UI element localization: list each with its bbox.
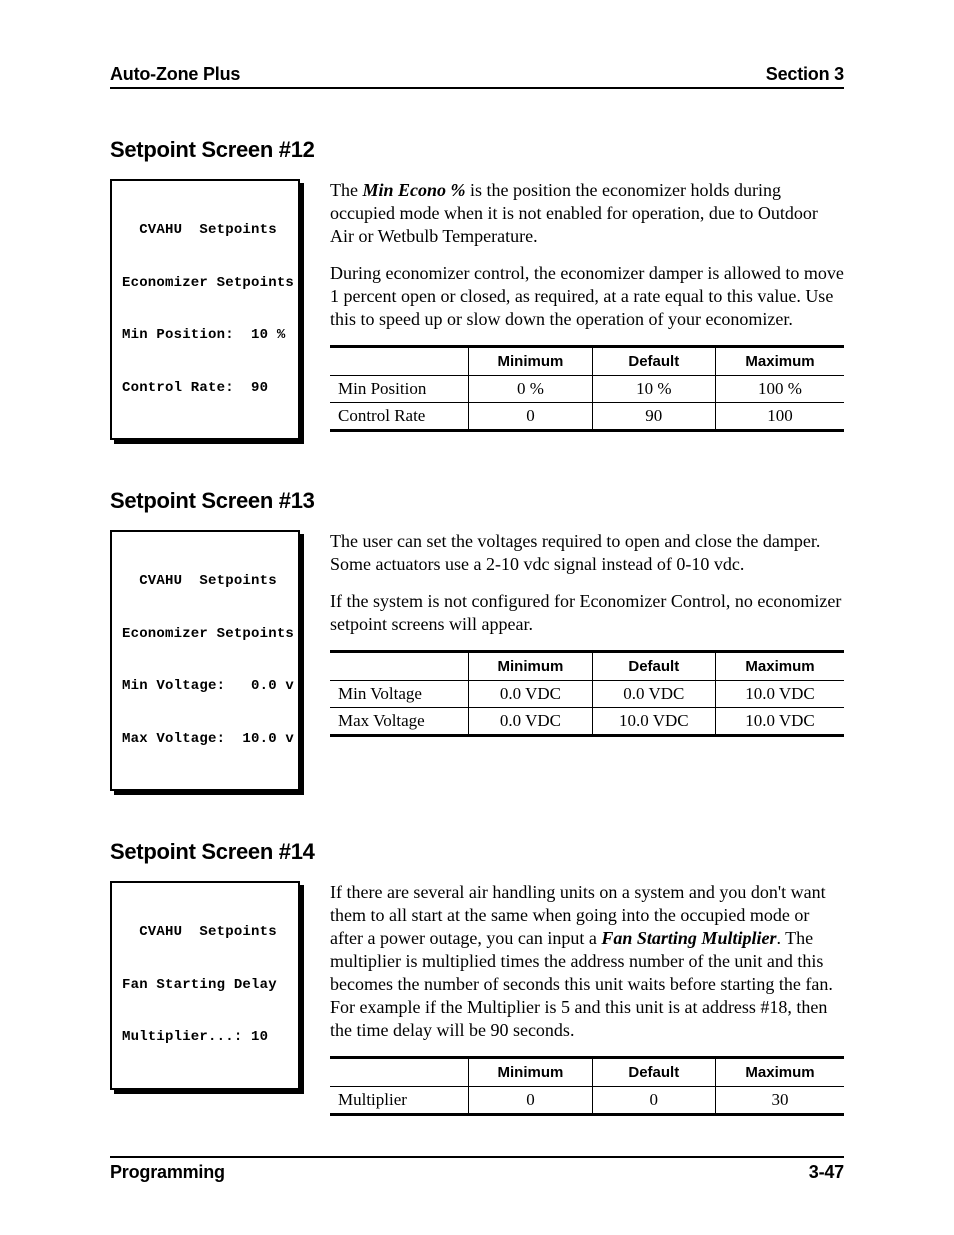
cell-max: 10.0 VDC — [715, 708, 844, 736]
section-title: Setpoint Screen #12 — [110, 137, 844, 163]
text-column: If there are several air handling units … — [330, 881, 844, 1116]
table-header-spacer — [330, 347, 469, 376]
cell-default: 0 — [592, 1087, 715, 1115]
row-label: Min Position — [330, 376, 469, 403]
paragraph: The Min Econo % is the position the econ… — [330, 179, 844, 248]
lcd-line: Control Rate: 90 — [122, 380, 288, 398]
lcd-display: CVAHU Setpoints Economizer Setpoints Min… — [110, 179, 300, 440]
lcd-line: CVAHU Setpoints — [122, 573, 288, 591]
limits-table: Minimum Default Maximum Multiplier 0 0 3… — [330, 1056, 844, 1116]
table-header-default: Default — [592, 347, 715, 376]
header-right: Section 3 — [766, 64, 844, 85]
section-title: Setpoint Screen #13 — [110, 488, 844, 514]
lcd-line: Min Position: 10 % — [122, 327, 288, 345]
term: Min Econo % — [362, 180, 465, 200]
lcd-column: CVAHU Setpoints Economizer Setpoints Min… — [110, 530, 300, 791]
section-body: CVAHU Setpoints Economizer Setpoints Min… — [110, 179, 844, 440]
table-header-min: Minimum — [469, 652, 592, 681]
section-screen-13: Setpoint Screen #13 CVAHU Setpoints Econ… — [110, 488, 844, 791]
lcd-line: Economizer Setpoints — [122, 626, 288, 644]
lcd-line: CVAHU Setpoints — [122, 924, 288, 942]
header-left: Auto-Zone Plus — [110, 64, 240, 85]
cell-default: 10.0 VDC — [592, 708, 715, 736]
paragraph: The user can set the voltages required t… — [330, 530, 844, 576]
lcd-line: Fan Starting Delay — [122, 977, 288, 995]
lcd-line: CVAHU Setpoints — [122, 222, 288, 240]
section-body: CVAHU Setpoints Economizer Setpoints Min… — [110, 530, 844, 791]
table-header-spacer — [330, 1058, 469, 1087]
section-screen-12: Setpoint Screen #12 CVAHU Setpoints Econ… — [110, 137, 844, 440]
table-row: Min Position 0 % 10 % 100 % — [330, 376, 844, 403]
table-header-min: Minimum — [469, 347, 592, 376]
running-footer: Programming 3-47 — [110, 1156, 844, 1183]
table-header-default: Default — [592, 1058, 715, 1087]
footer-left: Programming — [110, 1162, 225, 1183]
table-header-spacer — [330, 652, 469, 681]
document-page: Auto-Zone Plus Section 3 Setpoint Screen… — [0, 0, 954, 1235]
paragraph: If there are several air handling units … — [330, 881, 844, 1042]
section-body: CVAHU Setpoints Fan Starting Delay Multi… — [110, 881, 844, 1116]
cell-min: 0 — [469, 1087, 592, 1115]
cell-min: 0 % — [469, 376, 592, 403]
text: The — [330, 180, 362, 200]
section-screen-14: Setpoint Screen #14 CVAHU Setpoints Fan … — [110, 839, 844, 1116]
table-row: Max Voltage 0.0 VDC 10.0 VDC 10.0 VDC — [330, 708, 844, 736]
running-header: Auto-Zone Plus Section 3 — [110, 64, 844, 89]
cell-min: 0.0 VDC — [469, 681, 592, 708]
table-header-max: Maximum — [715, 652, 844, 681]
cell-max: 30 — [715, 1087, 844, 1115]
row-label: Multiplier — [330, 1087, 469, 1115]
paragraph: During economizer control, the economize… — [330, 262, 844, 331]
table-row: Multiplier 0 0 30 — [330, 1087, 844, 1115]
lcd-line: Economizer Setpoints — [122, 275, 288, 293]
lcd-column: CVAHU Setpoints Fan Starting Delay Multi… — [110, 881, 300, 1090]
table-header-min: Minimum — [469, 1058, 592, 1087]
table-row: Min Voltage 0.0 VDC 0.0 VDC 10.0 VDC — [330, 681, 844, 708]
text-column: The user can set the voltages required t… — [330, 530, 844, 737]
footer-right: 3-47 — [809, 1162, 844, 1183]
table-header-default: Default — [592, 652, 715, 681]
row-label: Max Voltage — [330, 708, 469, 736]
term: Fan Starting Multiplier — [601, 928, 776, 948]
table-header-max: Maximum — [715, 1058, 844, 1087]
cell-default: 0.0 VDC — [592, 681, 715, 708]
limits-table: Minimum Default Maximum Min Position 0 %… — [330, 345, 844, 432]
cell-default: 10 % — [592, 376, 715, 403]
cell-max: 100 — [715, 403, 844, 431]
section-title: Setpoint Screen #14 — [110, 839, 844, 865]
lcd-line: Min Voltage: 0.0 v — [122, 678, 288, 696]
cell-default: 90 — [592, 403, 715, 431]
table-header-max: Maximum — [715, 347, 844, 376]
cell-min: 0 — [469, 403, 592, 431]
text-column: The Min Econo % is the position the econ… — [330, 179, 844, 432]
table-header-row: Minimum Default Maximum — [330, 652, 844, 681]
paragraph: If the system is not configured for Econ… — [330, 590, 844, 636]
lcd-line: Max Voltage: 10.0 v — [122, 731, 288, 749]
cell-max: 10.0 VDC — [715, 681, 844, 708]
lcd-display: CVAHU Setpoints Economizer Setpoints Min… — [110, 530, 300, 791]
cell-min: 0.0 VDC — [469, 708, 592, 736]
table-header-row: Minimum Default Maximum — [330, 1058, 844, 1087]
row-label: Control Rate — [330, 403, 469, 431]
cell-max: 100 % — [715, 376, 844, 403]
lcd-column: CVAHU Setpoints Economizer Setpoints Min… — [110, 179, 300, 440]
limits-table: Minimum Default Maximum Min Voltage 0.0 … — [330, 650, 844, 737]
table-header-row: Minimum Default Maximum — [330, 347, 844, 376]
table-row: Control Rate 0 90 100 — [330, 403, 844, 431]
row-label: Min Voltage — [330, 681, 469, 708]
lcd-line: Multiplier...: 10 — [122, 1029, 288, 1047]
lcd-display: CVAHU Setpoints Fan Starting Delay Multi… — [110, 881, 300, 1090]
